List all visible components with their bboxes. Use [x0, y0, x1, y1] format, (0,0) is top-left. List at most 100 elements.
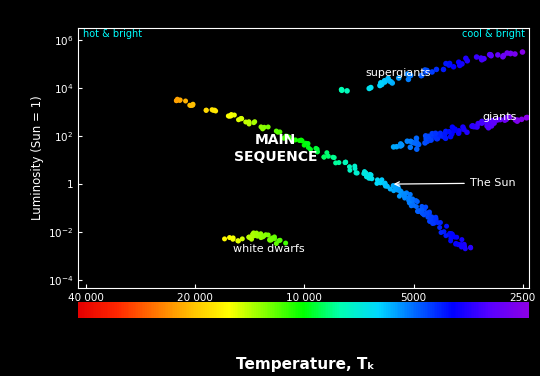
Point [405, 194, 414, 200]
Point [466, 244, 475, 250]
Point [500, 53, 508, 59]
Point [261, 232, 270, 238]
Point [393, 185, 401, 191]
Point [341, 159, 349, 165]
Point [241, 119, 250, 125]
Point [400, 193, 408, 199]
Point [431, 216, 440, 222]
Point [320, 154, 328, 160]
Point [392, 184, 401, 190]
Point [467, 245, 475, 251]
Point [423, 67, 431, 73]
Point [406, 73, 415, 79]
Text: white dwarfs: white dwarfs [233, 244, 305, 254]
Point [388, 80, 396, 86]
Point [229, 235, 238, 241]
Point [433, 136, 442, 142]
Point [188, 102, 197, 108]
Point [523, 114, 531, 120]
Point [258, 126, 267, 132]
Point [392, 184, 401, 190]
Point [451, 126, 460, 132]
Point [505, 114, 514, 120]
Point [423, 214, 432, 220]
Point [397, 142, 406, 148]
Point [511, 117, 520, 123]
Point [298, 138, 306, 144]
Point [454, 241, 463, 247]
Point [418, 210, 427, 216]
Point [394, 183, 402, 190]
Point [436, 220, 445, 226]
Point [208, 107, 217, 113]
Point [451, 241, 460, 247]
Point [224, 113, 233, 119]
Point [362, 170, 370, 176]
Point [522, 115, 531, 121]
Point [442, 61, 450, 67]
Point [468, 123, 477, 129]
Point [446, 231, 454, 237]
Point [494, 52, 502, 58]
Point [188, 102, 197, 108]
Point [502, 116, 511, 122]
Point [454, 59, 463, 65]
Point [446, 61, 454, 67]
Point [295, 138, 304, 144]
Point [270, 236, 279, 242]
Point [366, 175, 375, 181]
Point [450, 127, 458, 133]
Point [425, 211, 434, 217]
Point [437, 133, 445, 139]
Point [485, 52, 494, 58]
Point [264, 232, 273, 238]
Point [389, 144, 398, 150]
Point [414, 141, 423, 147]
Point [266, 237, 274, 243]
Point [238, 116, 246, 122]
Point [427, 137, 435, 143]
Point [427, 218, 436, 224]
Point [455, 128, 463, 134]
Point [483, 118, 492, 124]
Point [433, 136, 441, 142]
Point [188, 101, 197, 107]
Point [267, 237, 275, 243]
Point [377, 82, 386, 88]
Point [441, 131, 449, 137]
Point [234, 238, 242, 244]
Point [365, 85, 374, 91]
Point [403, 138, 411, 144]
Point [343, 88, 352, 94]
Point [484, 125, 493, 131]
Point [413, 208, 422, 214]
Point [477, 55, 485, 61]
Point [227, 112, 235, 118]
Point [352, 170, 360, 176]
Point [429, 133, 437, 139]
Point [366, 175, 374, 181]
Point [380, 79, 389, 85]
Point [487, 121, 496, 127]
Point [447, 235, 455, 241]
Point [448, 231, 457, 237]
Point [280, 135, 288, 141]
Point [424, 133, 433, 139]
Point [360, 168, 369, 174]
Point [249, 120, 258, 126]
Point [350, 163, 359, 169]
Point [367, 172, 375, 178]
Point [245, 119, 253, 125]
Point [414, 142, 422, 148]
Point [396, 143, 405, 149]
Point [406, 144, 415, 150]
Point [389, 188, 398, 194]
Point [416, 209, 425, 215]
Point [405, 200, 414, 206]
Point [449, 233, 458, 240]
Point [366, 171, 374, 177]
Point [396, 188, 404, 194]
Point [421, 204, 430, 210]
Point [460, 241, 469, 247]
Point [329, 154, 338, 160]
